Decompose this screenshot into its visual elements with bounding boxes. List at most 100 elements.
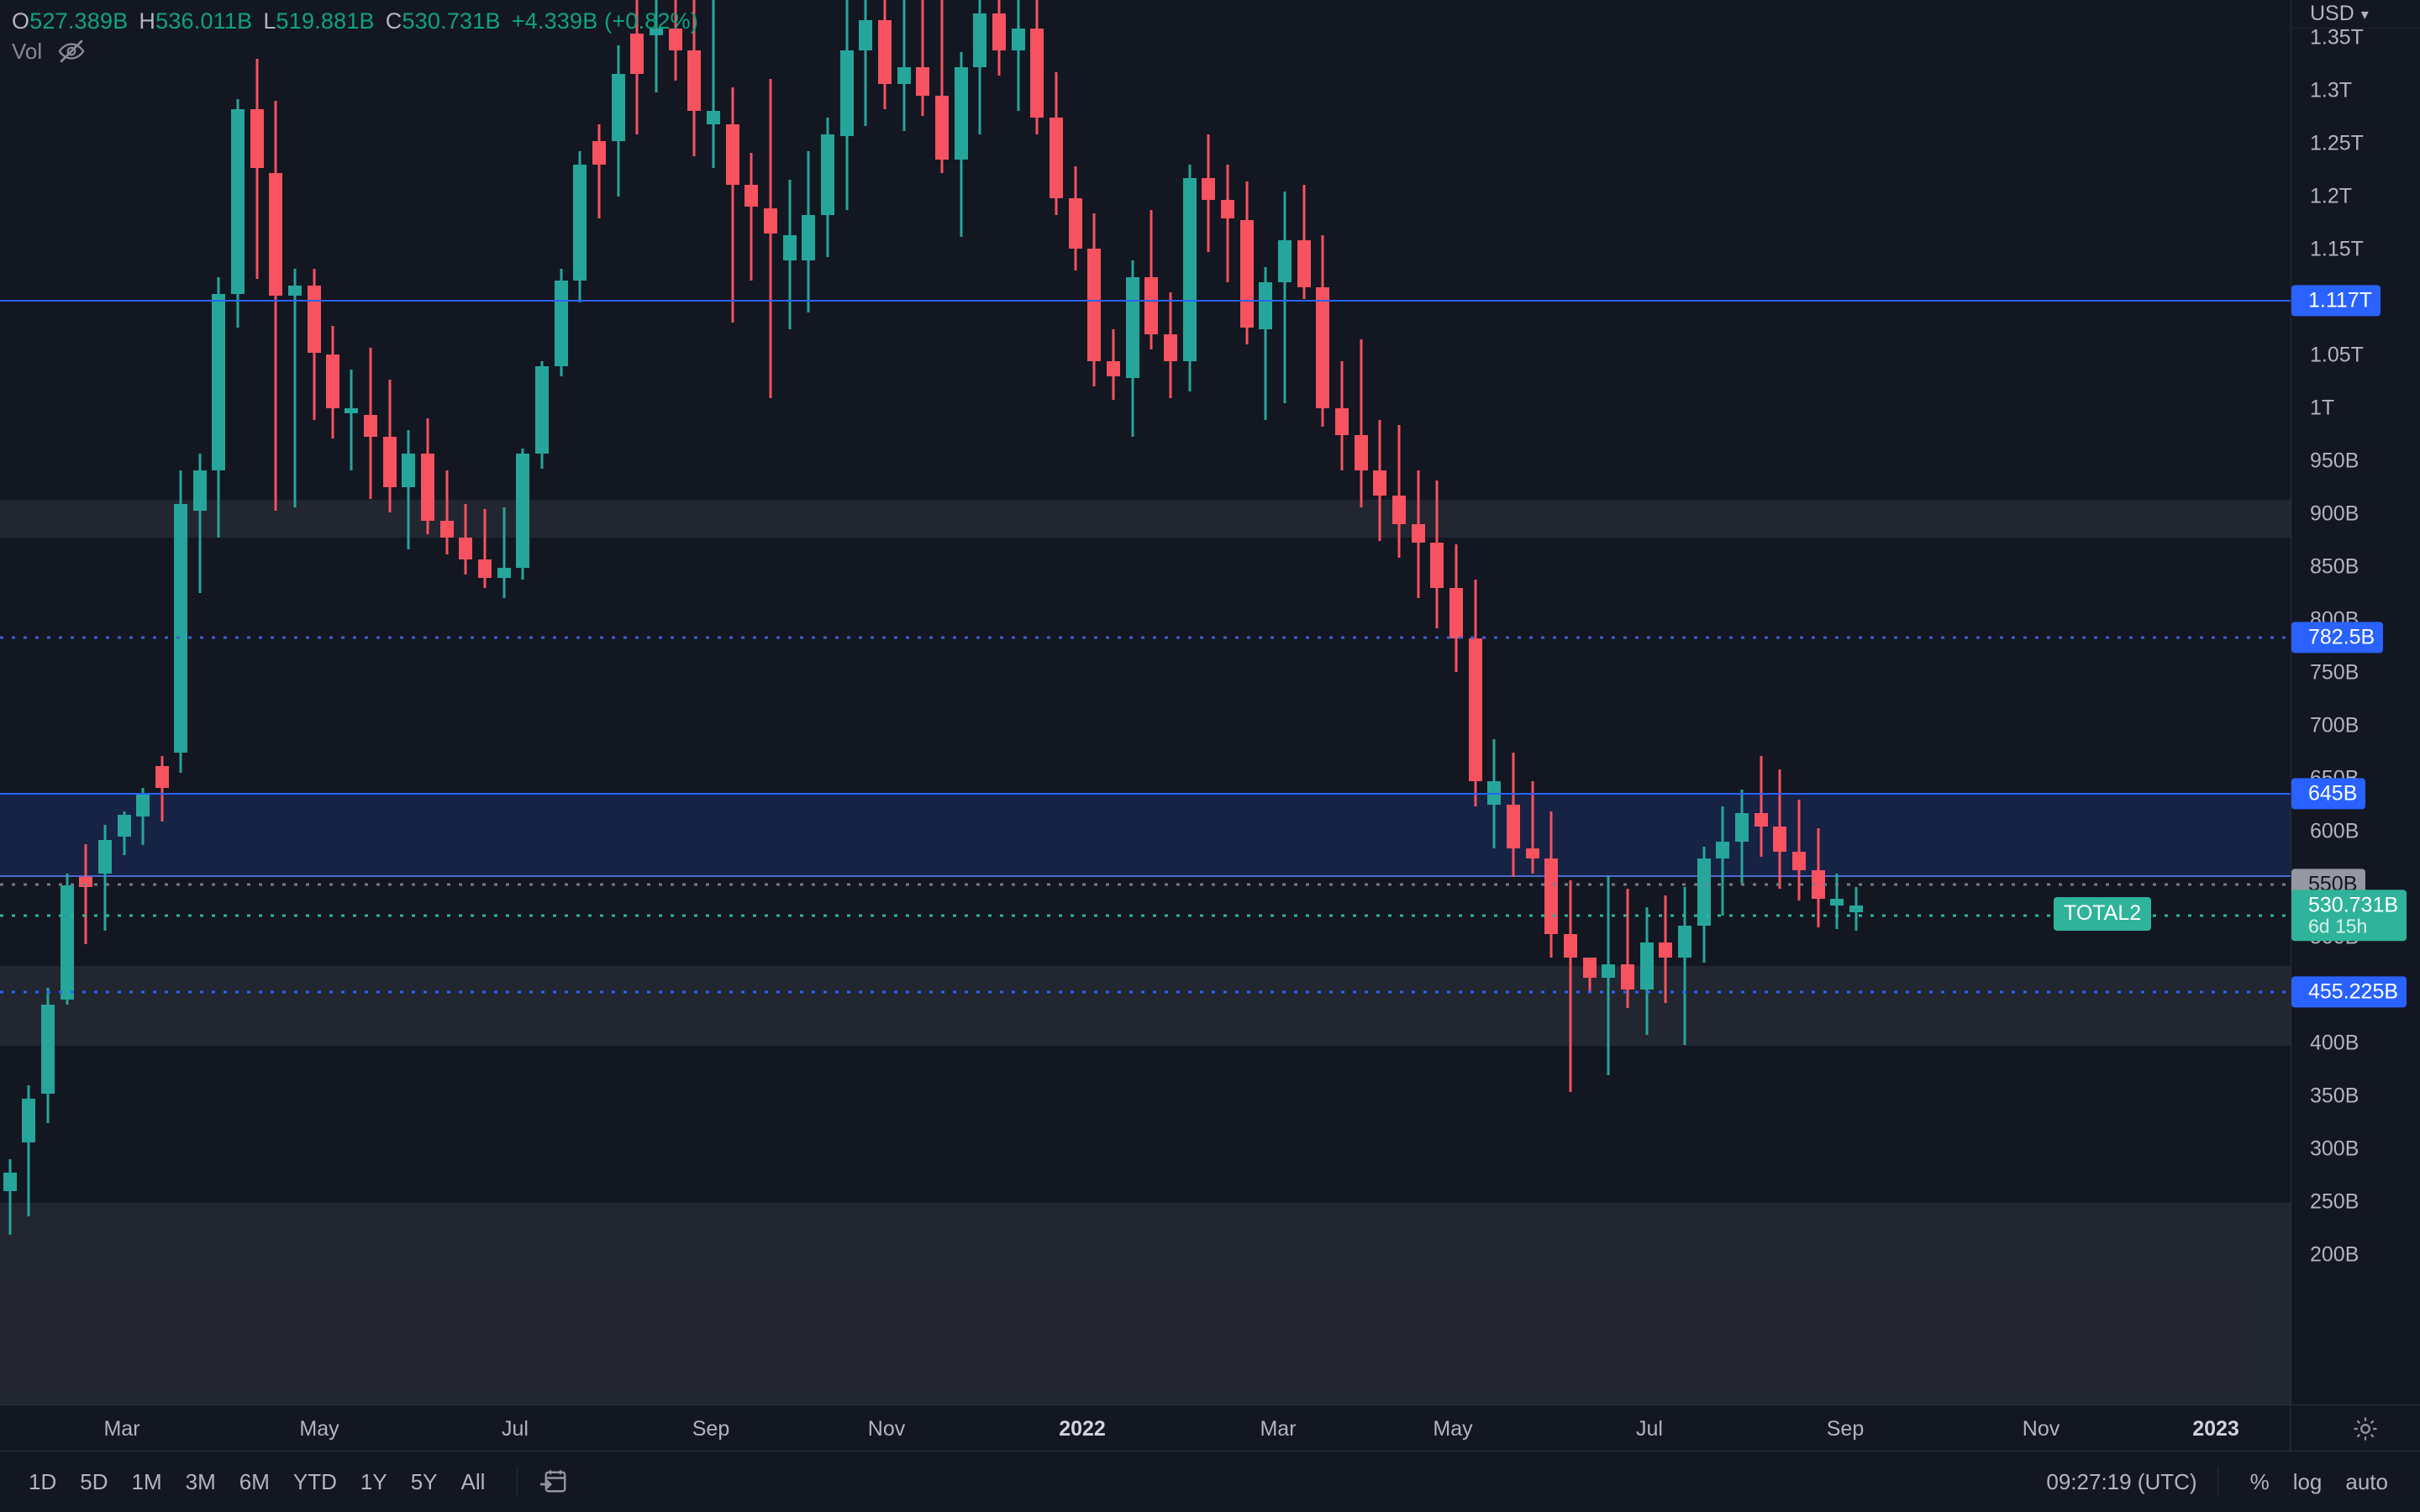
candle xyxy=(764,79,777,398)
price-label-645B[interactable]: 645B xyxy=(2291,778,2366,810)
candle xyxy=(592,124,606,218)
time-tick: Jul xyxy=(502,1417,529,1441)
price-axis[interactable]: USD ▾ 1.35T1.3T1.25T1.2T1.15T1.1T1.05T1T… xyxy=(2291,0,2420,1404)
price-tick: 1.15T xyxy=(2310,237,2364,261)
time-tick: 2023 xyxy=(2192,1417,2239,1441)
candle xyxy=(669,0,682,81)
demand-zone-645B[interactable] xyxy=(0,794,2291,876)
candle xyxy=(288,269,302,507)
candle xyxy=(1716,806,1729,916)
series-tag-total2[interactable]: TOTAL2 xyxy=(2054,897,2152,931)
candle xyxy=(821,118,834,257)
supply-zone-950B[interactable] xyxy=(0,500,2291,538)
range-button-ytd[interactable]: YTD xyxy=(292,1468,337,1494)
time-tick: Sep xyxy=(692,1417,730,1441)
candle xyxy=(1373,420,1386,541)
price-tick: 200B xyxy=(2310,1242,2360,1267)
candle xyxy=(478,509,492,588)
range-button-all[interactable]: All xyxy=(460,1468,486,1494)
candle xyxy=(326,326,339,438)
candle xyxy=(60,874,74,1005)
chart-pane[interactable]: O527.389B H536.011B L519.881B C530.731B +4.… xyxy=(0,0,2291,1404)
candle xyxy=(383,380,397,512)
price-tick: 600B xyxy=(2310,819,2360,843)
price-label-current[interactable]: 530.731B 6d 15h xyxy=(2291,890,2407,942)
price-tick: 1.05T xyxy=(2310,343,2364,367)
candle xyxy=(535,361,549,469)
range-button-1y[interactable]: 1Y xyxy=(360,1468,387,1494)
scale-button-percent[interactable]: % xyxy=(2249,1468,2270,1494)
candle xyxy=(1107,329,1120,400)
candle xyxy=(1449,544,1463,672)
candle xyxy=(1355,339,1368,507)
candle xyxy=(650,0,663,92)
price-tick: 850B xyxy=(2310,554,2360,579)
candle xyxy=(1602,875,1615,1075)
price-tick: 700B xyxy=(2310,713,2360,738)
price-tick: 250B xyxy=(2310,1189,2360,1214)
scale-button-log[interactable]: log xyxy=(2292,1468,2323,1494)
candle xyxy=(859,0,872,126)
toolbar-divider xyxy=(517,1467,518,1497)
price-tick: 1.3T xyxy=(2310,78,2353,102)
price-label-455-225B[interactable]: 455.225B xyxy=(2291,976,2407,1008)
candlestick-plot[interactable] xyxy=(0,0,2291,1404)
candle xyxy=(1202,134,1215,252)
candle xyxy=(459,504,472,575)
range-button-3m[interactable]: 3M xyxy=(185,1468,216,1494)
candle xyxy=(1012,0,1025,111)
candle xyxy=(630,0,644,134)
time-tick: May xyxy=(299,1417,339,1441)
candle xyxy=(1564,880,1577,1092)
time-tick: Jul xyxy=(1636,1417,1663,1441)
candle xyxy=(402,430,415,549)
range-button-1m[interactable]: 1M xyxy=(131,1468,162,1494)
scale-button-auto[interactable]: auto xyxy=(2345,1468,2388,1494)
currency-label: USD xyxy=(2310,2,2354,25)
candle xyxy=(744,153,758,281)
candle xyxy=(440,470,454,554)
candle xyxy=(345,370,358,470)
candle xyxy=(1335,361,1349,470)
range-button-6m[interactable]: 6M xyxy=(239,1468,270,1494)
candle xyxy=(269,101,282,511)
range-button-5y[interactable]: 5Y xyxy=(410,1468,438,1494)
price-label-1117T[interactable]: 1.117T xyxy=(2291,285,2381,317)
candle xyxy=(41,988,55,1123)
price-tick: 300B xyxy=(2310,1137,2360,1161)
candle xyxy=(992,0,1006,76)
time-tick: Mar xyxy=(103,1417,140,1441)
candle xyxy=(1316,235,1329,427)
price-label-782-5B[interactable]: 782.5B xyxy=(2291,622,2384,654)
toolbar-right[interactable]: 09:27:19 (UTC) % log auto xyxy=(2046,1467,2420,1497)
gear-icon[interactable] xyxy=(2351,1415,2380,1443)
candle xyxy=(1030,0,1044,134)
price-tick: 1.35T xyxy=(2310,25,2364,50)
candle xyxy=(1735,790,1749,884)
candle xyxy=(1069,166,1082,270)
candle xyxy=(98,825,112,931)
candle xyxy=(687,0,701,156)
accumulation-zone-300B[interactable] xyxy=(0,1203,2291,1404)
time-tick: Mar xyxy=(1260,1417,1297,1441)
candle xyxy=(1183,165,1197,391)
candle xyxy=(155,756,169,822)
candle xyxy=(118,811,131,855)
bottom-toolbar[interactable]: 1D 5D 1M 3M 6M YTD 1Y 5Y All 09:27:19 (UTC) % log… xyxy=(0,1452,2420,1512)
calendar-range-icon[interactable] xyxy=(538,1467,568,1497)
candle xyxy=(1773,769,1786,889)
demand-zone-455B[interactable] xyxy=(0,966,2291,1046)
candle xyxy=(212,277,225,538)
candle xyxy=(1754,756,1768,857)
candle xyxy=(22,1085,35,1216)
candle xyxy=(231,99,245,328)
time-axis[interactable]: Mar May Jul Sep Nov 2022 Mar May Jul Sep Nov 2023 xyxy=(0,1404,2420,1452)
candle xyxy=(1507,753,1520,877)
range-button-1d[interactable]: 1D xyxy=(29,1468,57,1494)
range-selector[interactable]: 1D 5D 1M 3M 6M YTD 1Y 5Y All xyxy=(0,1467,568,1497)
range-button-5d[interactable]: 5D xyxy=(80,1468,108,1494)
candle xyxy=(1659,895,1672,1003)
price-tick: 750B xyxy=(2310,660,2360,685)
currency-selector[interactable]: USD ▾ xyxy=(2291,0,2420,29)
